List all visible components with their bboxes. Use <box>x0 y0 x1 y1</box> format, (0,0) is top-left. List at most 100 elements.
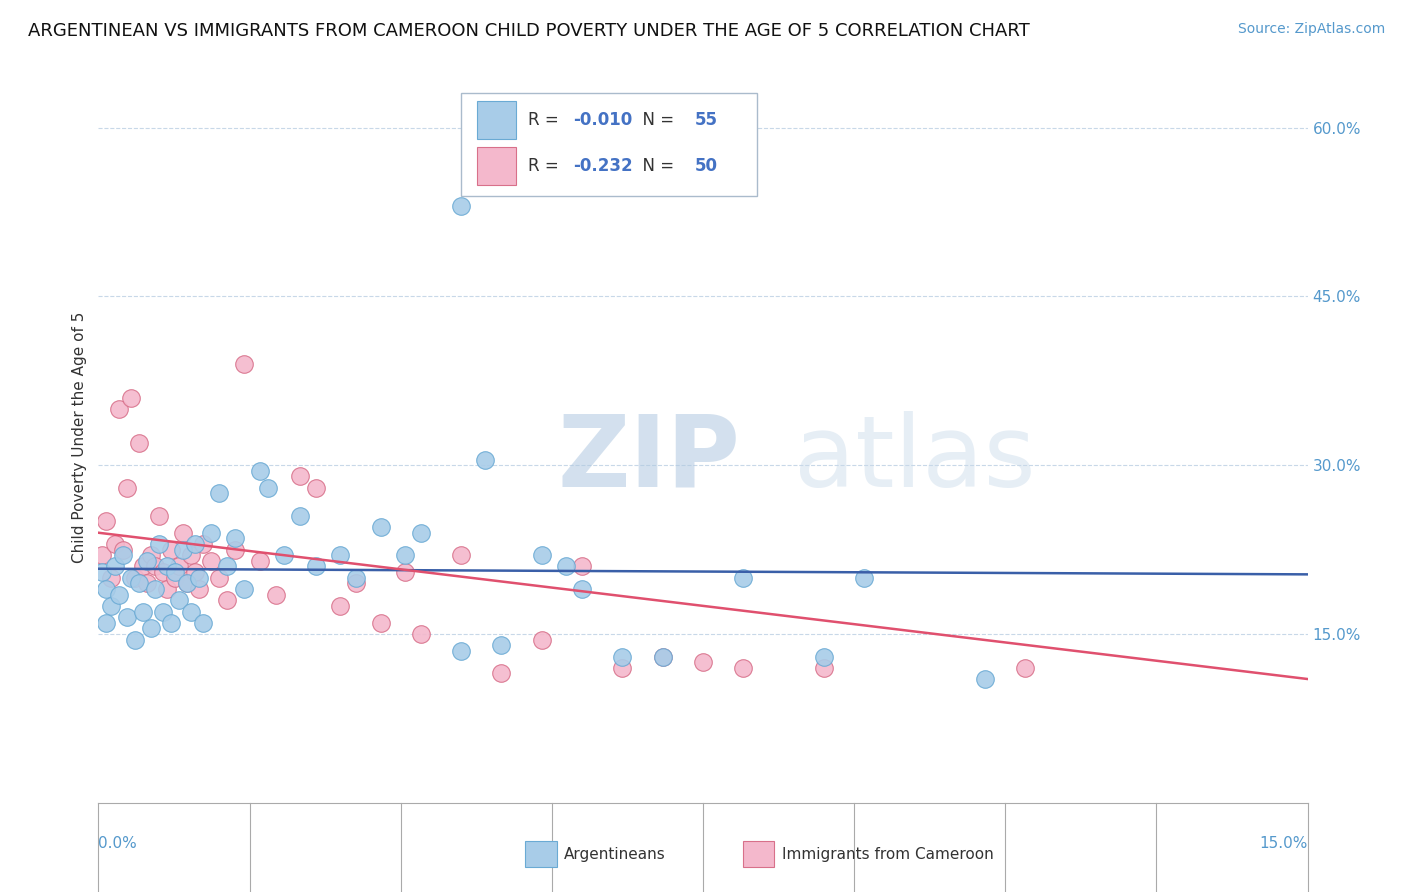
Text: R =: R = <box>527 158 564 176</box>
Point <box>249 464 271 478</box>
Point <box>163 571 186 585</box>
Point <box>160 615 183 630</box>
Point <box>474 452 496 467</box>
Point <box>305 559 328 574</box>
Point <box>224 532 246 546</box>
Point <box>156 559 179 574</box>
Point <box>160 542 183 557</box>
Point <box>232 357 254 371</box>
Point <box>329 599 352 613</box>
Point <box>188 582 211 596</box>
Point <box>143 582 166 596</box>
Point <box>974 672 997 686</box>
Point <box>96 615 118 630</box>
Point <box>132 559 155 574</box>
Text: ARGENTINEAN VS IMMIGRANTS FROM CAMEROON CHILD POVERTY UNDER THE AGE OF 5 CORRELA: ARGENTINEAN VS IMMIGRANTS FROM CAMEROON … <box>28 22 1029 40</box>
Point <box>152 605 174 619</box>
Point <box>128 435 150 450</box>
Point <box>813 661 835 675</box>
Point <box>217 559 239 574</box>
Point <box>692 655 714 669</box>
Point <box>232 582 254 596</box>
Point <box>139 621 162 635</box>
Point <box>224 542 246 557</box>
Point <box>555 559 578 574</box>
FancyBboxPatch shape <box>526 841 557 867</box>
Point <box>115 610 138 624</box>
Point <box>288 508 311 523</box>
Point <box>148 537 170 551</box>
Text: Argentineans: Argentineans <box>564 847 665 862</box>
Point <box>571 559 593 574</box>
Point <box>132 605 155 619</box>
Point <box>264 588 287 602</box>
Point <box>107 588 129 602</box>
Point <box>394 548 416 562</box>
Point <box>128 576 150 591</box>
FancyBboxPatch shape <box>477 102 516 139</box>
Text: N =: N = <box>631 112 679 129</box>
Point <box>96 582 118 596</box>
Point <box>184 537 207 551</box>
Text: 55: 55 <box>695 112 717 129</box>
Point <box>394 565 416 579</box>
Point <box>100 571 122 585</box>
Point <box>100 599 122 613</box>
Point <box>200 525 222 540</box>
Text: N =: N = <box>631 158 679 176</box>
Point <box>135 554 157 568</box>
Point <box>1014 661 1036 675</box>
Point <box>193 615 215 630</box>
Point <box>208 571 231 585</box>
Point <box>172 525 194 540</box>
Text: R =: R = <box>527 112 564 129</box>
Point <box>167 593 190 607</box>
Point <box>135 576 157 591</box>
Point <box>148 508 170 523</box>
FancyBboxPatch shape <box>461 94 758 195</box>
Text: ZIP: ZIP <box>558 410 741 508</box>
Text: Source: ZipAtlas.com: Source: ZipAtlas.com <box>1237 22 1385 37</box>
Point <box>651 649 673 664</box>
Text: 0.0%: 0.0% <box>98 836 138 851</box>
Point <box>530 632 553 647</box>
Text: -0.232: -0.232 <box>574 158 633 176</box>
Point <box>491 666 513 681</box>
Point <box>733 571 755 585</box>
Point <box>180 548 202 562</box>
Text: 50: 50 <box>695 158 717 176</box>
Point <box>200 554 222 568</box>
Text: -0.010: -0.010 <box>574 112 633 129</box>
Point <box>180 605 202 619</box>
Point <box>163 565 186 579</box>
Point <box>156 582 179 596</box>
Point <box>91 565 114 579</box>
Point <box>370 520 392 534</box>
Point <box>612 649 634 664</box>
Point <box>115 481 138 495</box>
Point <box>571 582 593 596</box>
Point <box>139 548 162 562</box>
Point <box>143 559 166 574</box>
Point <box>208 486 231 500</box>
Point <box>111 542 134 557</box>
Point <box>107 401 129 416</box>
Point <box>344 576 367 591</box>
Point <box>124 571 146 585</box>
Point <box>120 571 142 585</box>
Point <box>167 559 190 574</box>
Point <box>813 649 835 664</box>
Point <box>176 576 198 591</box>
Text: atlas: atlas <box>793 410 1035 508</box>
Point <box>91 548 114 562</box>
Point <box>172 542 194 557</box>
Y-axis label: Child Poverty Under the Age of 5: Child Poverty Under the Age of 5 <box>72 311 87 563</box>
Point <box>217 593 239 607</box>
Point <box>344 571 367 585</box>
Point <box>249 554 271 568</box>
Point <box>491 638 513 652</box>
Point <box>120 391 142 405</box>
Point <box>329 548 352 562</box>
Point <box>103 559 125 574</box>
FancyBboxPatch shape <box>742 841 775 867</box>
